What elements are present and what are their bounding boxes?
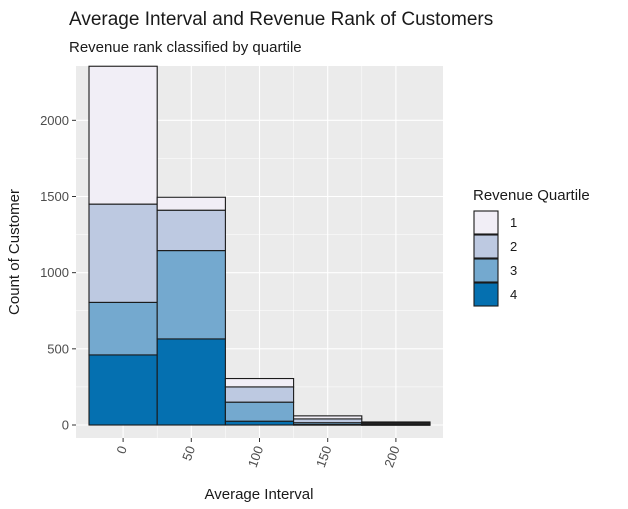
legend-key-3 (473, 258, 499, 283)
bar-segment-q2-bin-150 (293, 418, 363, 424)
x-axis: 0 50 100 150 200 (113, 438, 403, 470)
bar-segment-q3-bin-0 (88, 301, 158, 356)
legend-label-4: 4 (510, 287, 517, 302)
y-tick-label: 1000 (40, 265, 69, 280)
legend-label-1: 1 (510, 215, 517, 230)
legend-key-2 (473, 234, 499, 259)
bar-segment-q4-bin-50 (156, 338, 226, 426)
bar-segment-q2-bin-50 (156, 209, 226, 252)
y-tick-label: 1500 (40, 189, 69, 204)
bar-segment-q3-bin-100 (224, 401, 295, 422)
chart-title: Average Interval and Revenue Rank of Cus… (69, 9, 493, 30)
y-tick-label: 2000 (40, 113, 69, 128)
bar-segment-q1-bin-50 (156, 196, 226, 211)
bar-segment-q3-bin-50 (156, 250, 226, 340)
x-axis-title: Average Interval (205, 486, 314, 503)
y-tick-label: 0 (62, 418, 69, 433)
legend-items: 1 2 3 4 (473, 210, 517, 307)
chart-subtitle: Revenue rank classified by quartile (69, 39, 302, 56)
y-axis-title: Count of Customer (6, 189, 23, 315)
legend-key-1 (473, 210, 499, 235)
bar-segment-q4-bin-0 (88, 354, 158, 426)
bar-segment-q1-bin-0 (88, 65, 158, 205)
bars (88, 65, 431, 426)
bar-segment-q2-bin-0 (88, 203, 158, 303)
bar-segment-q1-bin-200 (361, 421, 431, 424)
y-axis: 0 500 1000 1500 2000 (40, 113, 76, 433)
bar-segment-q4-bin-100 (224, 420, 295, 426)
legend-label-3: 3 (510, 263, 517, 278)
x-tick-label: 50 (179, 444, 198, 463)
x-tick-label: 200 (381, 444, 403, 470)
x-tick-label: 0 (113, 444, 130, 456)
bar-segment-q1-bin-100 (224, 377, 295, 388)
legend-label-2: 2 (510, 239, 517, 254)
bar-segment-q1-bin-150 (293, 415, 363, 420)
bar-segment-q2-bin-100 (224, 386, 295, 403)
legend: Revenue Quartile 1 2 3 4 (473, 187, 590, 307)
x-tick-label: 100 (245, 444, 267, 470)
y-tick-label: 500 (47, 341, 69, 356)
legend-title: Revenue Quartile (473, 187, 590, 204)
x-tick-label: 150 (313, 444, 335, 470)
legend-key-4 (473, 282, 499, 307)
